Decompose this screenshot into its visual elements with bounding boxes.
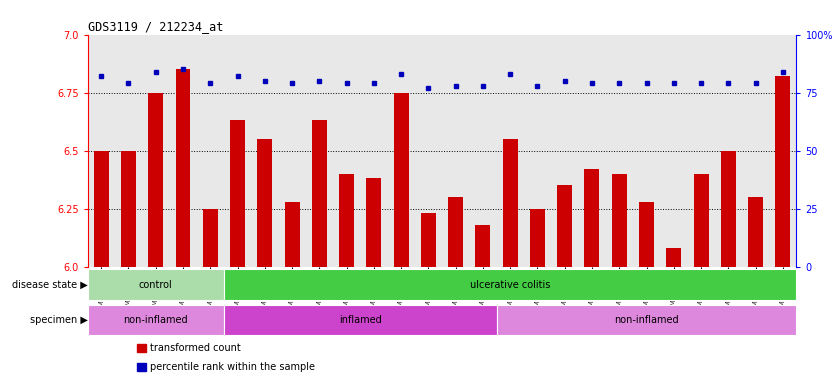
Bar [557,185,572,266]
Bar [137,344,146,352]
Bar [121,151,136,266]
Bar [148,93,163,266]
Bar [694,174,709,266]
Bar [496,305,796,336]
Bar [93,151,108,266]
Bar [88,305,224,336]
Text: GDS3119 / 212234_at: GDS3119 / 212234_at [88,20,223,33]
Bar [448,197,463,266]
Bar [203,209,218,266]
Bar [475,225,490,266]
Bar [639,202,654,266]
Bar [175,70,190,266]
Text: ulcerative colitis: ulcerative colitis [470,280,550,290]
Bar [776,76,791,266]
Bar [224,305,496,336]
Bar [88,270,224,300]
Bar [666,248,681,266]
Bar [530,209,545,266]
Text: disease state ▶: disease state ▶ [12,280,88,290]
Bar [284,202,299,266]
Text: specimen ▶: specimen ▶ [30,315,88,325]
Bar [339,174,354,266]
Bar [585,169,600,266]
Text: non-inflamed: non-inflamed [614,315,679,325]
Bar [224,270,796,300]
Text: control: control [138,280,173,290]
Text: transformed count: transformed count [150,343,241,353]
Bar [137,362,146,371]
Bar [394,93,409,266]
Text: inflamed: inflamed [339,315,382,325]
Text: percentile rank within the sample: percentile rank within the sample [150,362,315,372]
Bar [312,121,327,266]
Bar [421,213,436,266]
Bar [230,121,245,266]
Bar [258,139,272,266]
Bar [721,151,736,266]
Bar [748,197,763,266]
Bar [612,174,626,266]
Bar [366,179,381,266]
Text: non-inflamed: non-inflamed [123,315,188,325]
Bar [503,139,518,266]
